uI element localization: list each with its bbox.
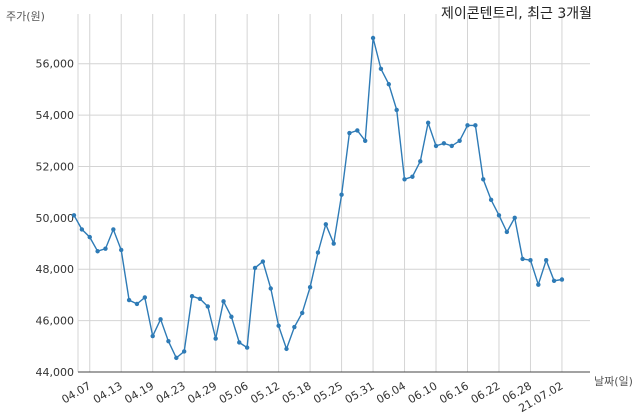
x-tick-label: 04.13 bbox=[91, 379, 125, 406]
data-point bbox=[536, 282, 541, 287]
x-tick-label: 04.07 bbox=[59, 379, 93, 406]
y-tick-label: 50,000 bbox=[36, 212, 75, 225]
price-line bbox=[73, 37, 563, 360]
data-point bbox=[229, 314, 234, 319]
y-axis-label: 주가(원) bbox=[6, 10, 45, 23]
x-tick-label: 05.31 bbox=[343, 379, 377, 406]
x-tick-label: 06.10 bbox=[406, 379, 440, 406]
x-tick-label: 05.12 bbox=[248, 379, 282, 406]
y-tick-label: 48,000 bbox=[36, 263, 75, 276]
data-point bbox=[488, 197, 494, 203]
y-tick-label: 56,000 bbox=[36, 58, 75, 71]
x-tick-label: 05.25 bbox=[311, 379, 345, 406]
data-point bbox=[292, 324, 297, 330]
data-point bbox=[347, 130, 352, 136]
data-point bbox=[268, 286, 273, 291]
x-tick-label: 06.22 bbox=[469, 379, 503, 406]
data-point bbox=[237, 340, 242, 345]
data-point bbox=[355, 128, 360, 133]
data-point bbox=[544, 258, 549, 263]
y-tick-label: 52,000 bbox=[36, 160, 75, 173]
data-point bbox=[213, 336, 218, 341]
data-point bbox=[150, 333, 155, 339]
data-point bbox=[418, 159, 423, 164]
x-tick-label: 06.04 bbox=[374, 379, 408, 406]
data-point bbox=[111, 227, 116, 232]
data-point bbox=[402, 177, 407, 182]
data-point bbox=[378, 66, 384, 72]
data-point bbox=[71, 213, 77, 218]
data-point bbox=[520, 256, 525, 262]
data-point bbox=[370, 35, 376, 41]
data-point bbox=[362, 138, 368, 143]
data-point bbox=[252, 265, 258, 271]
data-point bbox=[276, 323, 281, 328]
x-tick-label: 04.29 bbox=[185, 379, 219, 406]
data-point bbox=[79, 227, 85, 232]
data-point bbox=[284, 346, 289, 352]
data-point bbox=[95, 249, 100, 254]
data-point bbox=[260, 259, 266, 264]
data-point bbox=[394, 107, 399, 113]
data-point bbox=[221, 299, 226, 304]
data-point bbox=[449, 143, 454, 149]
data-point bbox=[158, 317, 163, 322]
x-tick-label: 06.16 bbox=[437, 379, 471, 406]
data-point bbox=[473, 123, 478, 128]
data-point bbox=[103, 246, 108, 251]
data-point bbox=[119, 247, 124, 253]
x-tick-label: 04.19 bbox=[122, 379, 156, 406]
data-point bbox=[189, 294, 195, 299]
data-point bbox=[315, 250, 321, 255]
y-tick-label: 46,000 bbox=[36, 315, 75, 328]
data-point bbox=[174, 355, 179, 361]
data-point bbox=[496, 213, 502, 218]
y-tick-label: 54,000 bbox=[36, 109, 75, 122]
y-tick-label: 44,000 bbox=[36, 366, 75, 379]
x-tick-label: 05.06 bbox=[217, 379, 251, 406]
data-point bbox=[339, 192, 344, 197]
data-point bbox=[465, 123, 470, 128]
data-point bbox=[433, 143, 439, 149]
chart-title: 제이콘텐트리, 최근 3개월 bbox=[440, 6, 592, 22]
data-point bbox=[528, 258, 533, 263]
data-point bbox=[181, 349, 187, 354]
data-point bbox=[559, 277, 565, 282]
data-point bbox=[441, 141, 447, 146]
data-point bbox=[504, 229, 510, 235]
data-point bbox=[331, 241, 336, 246]
data-point bbox=[307, 285, 313, 290]
data-point bbox=[126, 297, 132, 303]
data-point bbox=[386, 82, 391, 87]
data-point bbox=[425, 120, 431, 125]
data-point bbox=[134, 301, 140, 307]
data-point bbox=[512, 215, 517, 221]
x-tick-label: 05.18 bbox=[280, 379, 314, 406]
x-tick-label: 04.23 bbox=[154, 379, 188, 406]
x-axis-label: 날짜(일) bbox=[594, 375, 633, 388]
data-point bbox=[551, 278, 557, 283]
data-point bbox=[197, 296, 203, 301]
data-point bbox=[166, 338, 171, 344]
data-point bbox=[244, 345, 250, 350]
data-point bbox=[323, 222, 329, 227]
data-point bbox=[205, 304, 210, 309]
data-point bbox=[457, 138, 462, 143]
data-point bbox=[87, 234, 92, 240]
data-point bbox=[142, 295, 148, 300]
data-point bbox=[410, 174, 415, 179]
data-point bbox=[300, 310, 305, 316]
data-point bbox=[481, 177, 486, 182]
